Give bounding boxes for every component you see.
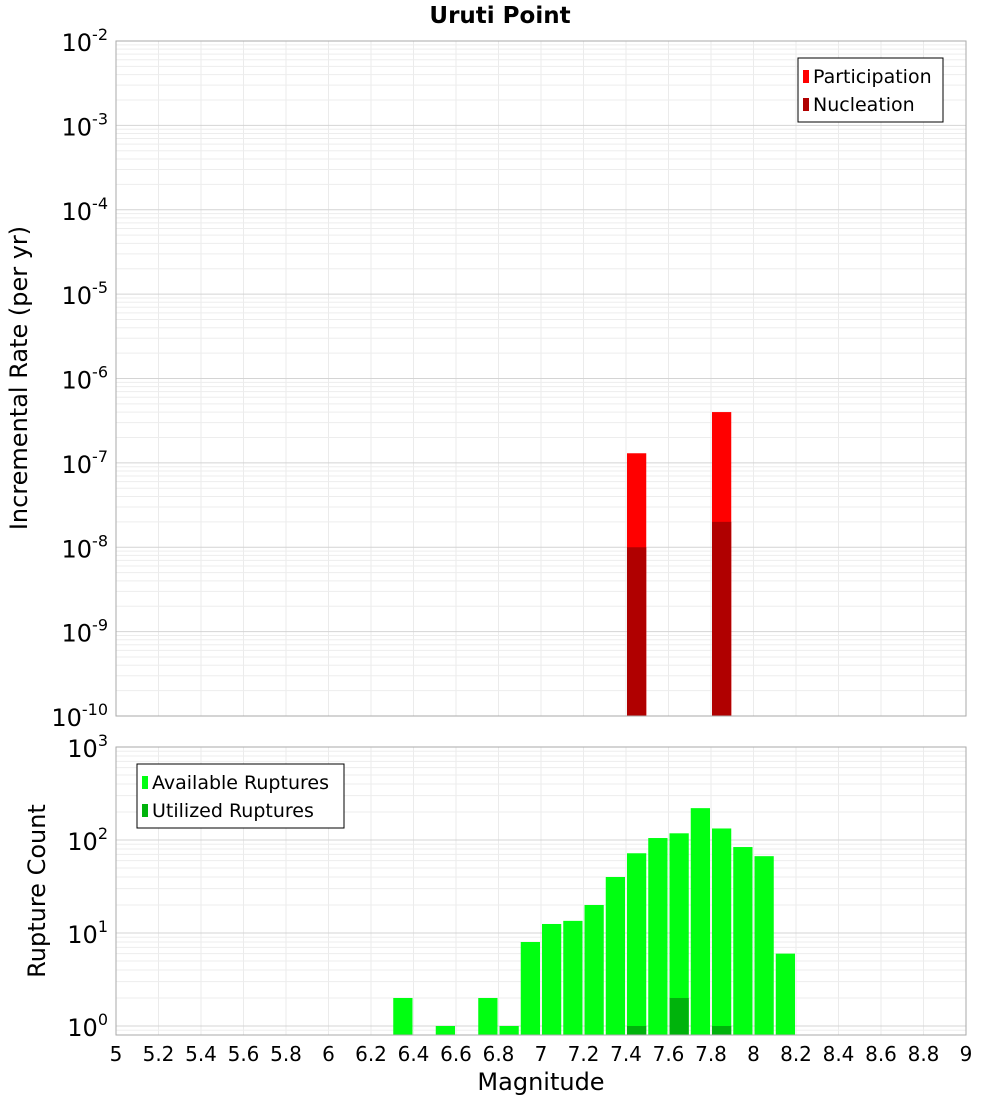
legend-label-utilized-ruptures: Utilized Ruptures [152,800,314,822]
x-tick-label: 8.8 [908,1042,940,1066]
legend-swatch-nucleation [803,98,809,111]
x-tick-label: 5 [110,1042,123,1066]
x-tick-label: 6.6 [440,1042,472,1066]
legend-swatch-available-ruptures [142,776,148,789]
bar-available-ruptures [648,838,668,1035]
bar-available-ruptures [733,847,753,1035]
y-tick-label: 102 [67,824,108,856]
x-tick-label: 5.8 [270,1042,302,1066]
chart-title: Uruti Point [429,3,570,29]
bar-utilized-ruptures [627,1025,647,1035]
x-tick-label: 7.2 [568,1042,600,1066]
y-tick-label: 10-4 [62,194,109,226]
bar-available-ruptures [605,877,625,1035]
count-gridlines [115,747,967,1036]
x-axis-label: Magnitude [477,1068,604,1096]
legend-label-available-ruptures: Available Ruptures [152,772,329,794]
x-tick-label: 5.2 [143,1042,175,1066]
bar-available-ruptures [520,942,540,1035]
bar-available-ruptures [478,997,498,1035]
bar-available-ruptures [775,953,795,1035]
bar-utilized-ruptures [712,1025,732,1035]
x-tick-label: 6.4 [398,1042,430,1066]
rate-panel: 10-10 10-9 10-8 10-7 10-6 10-5 10-4 10-3 10-2 In… [5,25,967,732]
x-tick-label: 6.2 [355,1042,387,1066]
bar-available-ruptures [435,1025,455,1035]
rate-gridlines [115,41,967,717]
y-tick-label: 10-9 [62,616,109,648]
x-tick-label: 8.2 [780,1042,812,1066]
count-y-ticks: 100 101 102 103 [67,731,108,1042]
y-tick-label: 10-5 [62,278,109,310]
rate-bars [627,412,732,716]
rate-y-ticks: 10-10 10-9 10-8 10-7 10-6 10-5 10-4 10-3 10-2 [51,25,108,732]
y-tick-label: 10-6 [62,363,109,395]
y-tick-label: 10-10 [51,700,108,732]
count-panel: 100 101 102 103 5 5.2 5.4 5.6 5.8 6 6.2 6.4 6.6 6.8 7… [23,731,972,1096]
bar-available-ruptures [499,1025,519,1035]
x-tick-label: 7.8 [695,1042,727,1066]
bar-available-ruptures [627,853,647,1035]
bar-nucleation [712,521,732,716]
y-tick-label: 10-3 [62,109,109,141]
y-tick-label: 100 [67,1010,108,1042]
x-tick-label: 5.6 [228,1042,260,1066]
magnitude-x-ticks: 5 5.2 5.4 5.6 5.8 6 6.2 6.4 6.6 6.8 7 7.2 7.4 7.6 7.8 8… [110,1042,973,1066]
bar-available-ruptures [754,856,774,1035]
x-tick-label: 6.8 [483,1042,515,1066]
count-bars [393,808,795,1035]
bar-utilized-ruptures [669,997,689,1035]
y-tick-label: 10-8 [62,531,109,563]
bar-available-ruptures [584,904,604,1035]
bar-available-ruptures [393,997,413,1035]
legend-label-nucleation: Nucleation [813,94,915,116]
x-tick-label: 8.6 [865,1042,897,1066]
legend-label-participation: Participation [813,66,932,88]
bar-available-ruptures [542,923,562,1035]
bar-available-ruptures [669,833,689,1035]
x-tick-label: 9 [960,1042,973,1066]
x-tick-label: 8.4 [823,1042,855,1066]
rate-plot-frame [115,40,967,717]
legend-swatch-participation [803,70,809,83]
bar-available-ruptures [712,828,732,1035]
y-tick-label: 10-2 [62,25,109,57]
bar-nucleation [627,547,647,716]
x-tick-label: 6 [322,1042,335,1066]
x-tick-label: 5.4 [185,1042,217,1066]
count-y-axis-label: Rupture Count [23,804,51,978]
x-tick-label: 7.4 [610,1042,642,1066]
rate-y-axis-label: Incremental Rate (per yr) [5,226,33,530]
x-tick-label: 7 [535,1042,548,1066]
bar-available-ruptures [563,920,583,1035]
rate-legend: Participation Nucleation [797,57,944,123]
y-tick-label: 103 [67,731,108,763]
count-legend: Available Ruptures Utilized Ruptures [136,763,345,829]
x-tick-label: 8 [747,1042,760,1066]
count-plot-frame [115,746,967,1036]
y-tick-label: 10-7 [62,447,109,479]
count-legend-box [136,763,345,829]
bar-available-ruptures [690,808,710,1035]
legend-swatch-utilized-ruptures [142,804,148,817]
rate-legend-box [797,57,944,123]
x-tick-label: 7.6 [653,1042,685,1066]
y-tick-label: 101 [67,917,108,949]
